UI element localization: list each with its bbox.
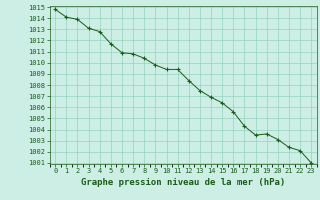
X-axis label: Graphe pression niveau de la mer (hPa): Graphe pression niveau de la mer (hPa): [81, 178, 285, 187]
